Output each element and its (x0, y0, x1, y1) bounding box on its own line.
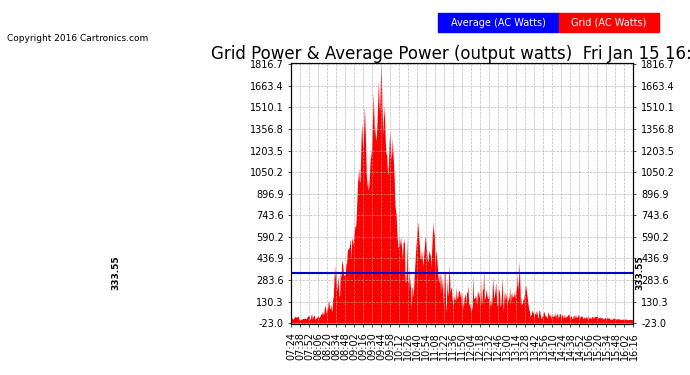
Text: Average (AC Watts): Average (AC Watts) (451, 18, 546, 27)
Text: Copyright 2016 Cartronics.com: Copyright 2016 Cartronics.com (7, 34, 148, 43)
Text: 333.55: 333.55 (111, 256, 120, 290)
Text: Grid (AC Watts): Grid (AC Watts) (571, 18, 647, 27)
Text: 333.55: 333.55 (635, 256, 644, 290)
Title: Grid Power & Average Power (output watts)  Fri Jan 15 16:29: Grid Power & Average Power (output watts… (212, 45, 690, 63)
